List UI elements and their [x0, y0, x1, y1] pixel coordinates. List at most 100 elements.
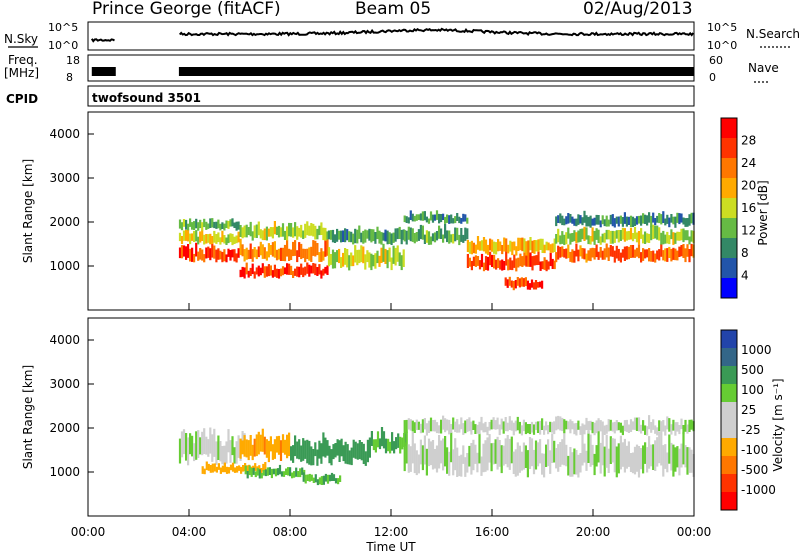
- power-cell: [241, 266, 244, 277]
- power-cell: [421, 225, 424, 240]
- velocity-cell: [264, 462, 267, 471]
- power-cell: [646, 249, 649, 258]
- velocity-cell: [613, 438, 616, 473]
- velocity-cell: [281, 434, 285, 453]
- power-cell: [378, 255, 381, 267]
- velocity-cell: [440, 419, 443, 434]
- power-cell: [601, 215, 604, 225]
- velocity-cell: [490, 443, 493, 472]
- velocity-cell: [549, 421, 552, 433]
- power-cell: [296, 250, 299, 263]
- power-cell: [654, 225, 657, 239]
- velocity-cell: [494, 439, 497, 464]
- nsearch-tick-top: 10^5: [707, 21, 737, 34]
- power-cell: [249, 221, 252, 237]
- power-cell: [352, 233, 355, 245]
- power-cell: [229, 233, 232, 243]
- velocity-cell: [324, 437, 327, 458]
- power-cell: [237, 221, 240, 230]
- power-cell: [360, 232, 363, 243]
- power-cell: [676, 250, 679, 261]
- power-cell: [650, 251, 653, 262]
- power-cell: [259, 267, 262, 276]
- y-tick-label: 1000: [49, 259, 80, 273]
- power-cell: [672, 232, 675, 245]
- power-cell: [508, 276, 511, 286]
- power-cell: [497, 239, 500, 252]
- power-cell: [207, 223, 210, 229]
- power-cell: [333, 234, 337, 243]
- velocity-cell: [334, 443, 337, 458]
- power-cell: [267, 228, 270, 237]
- velocity-cell: [555, 448, 558, 469]
- power-cell: [298, 242, 301, 257]
- power-cell: [298, 227, 301, 237]
- power-cell: [617, 230, 620, 243]
- power-cell: [394, 247, 397, 266]
- power-cell: [182, 230, 186, 241]
- power-cell: [567, 227, 570, 239]
- power-cell: [476, 256, 480, 266]
- velocity-cell: [512, 451, 515, 474]
- velocity-cell: [623, 420, 626, 432]
- velocity-cell: [597, 430, 600, 463]
- power-cell: [197, 251, 200, 261]
- velocity-cell: [609, 436, 612, 464]
- x-tick-label: 00:00: [71, 525, 106, 539]
- power-cell: [195, 230, 198, 242]
- power-cell: [678, 213, 681, 225]
- power-cell: [329, 254, 333, 265]
- velocity-cell: [253, 438, 256, 457]
- power-cell: [376, 226, 379, 240]
- power-cell: [524, 277, 527, 287]
- power-cell: [221, 222, 224, 229]
- velocity-cell: [601, 433, 604, 466]
- velocity-colorbar-segment: [721, 456, 737, 474]
- velocity-cell: [482, 443, 485, 473]
- power-cell: [654, 218, 657, 226]
- power-cell: [243, 267, 246, 279]
- velocity-cell: [621, 425, 624, 436]
- power-cell: [197, 236, 200, 245]
- power-cell: [470, 260, 473, 271]
- power-cell: [635, 216, 639, 225]
- velocity-cell: [346, 444, 349, 465]
- power-colorbar-segment: [721, 138, 737, 158]
- power-cell: [646, 233, 649, 243]
- velocity-cell: [312, 449, 315, 466]
- velocity-cell: [254, 463, 257, 471]
- velocity-cell: [466, 419, 469, 432]
- power-cell: [567, 244, 570, 259]
- power-cell: [300, 243, 303, 260]
- velocity-cell: [233, 447, 236, 464]
- power-cell: [666, 214, 669, 224]
- velocity-cell: [217, 463, 220, 470]
- power-cell: [482, 237, 486, 252]
- power-cell: [390, 257, 393, 271]
- power-cell: [185, 246, 188, 260]
- power-cell: [537, 239, 540, 252]
- power-cell: [549, 252, 552, 267]
- power-cell: [561, 215, 564, 226]
- velocity-cell: [526, 424, 529, 434]
- velocity-cell: [280, 471, 284, 477]
- power-cell: [537, 251, 540, 265]
- power-cell: [185, 229, 188, 241]
- power-cell: [223, 249, 226, 262]
- power-cell: [625, 231, 628, 241]
- power-cell: [557, 215, 560, 223]
- velocity-cell: [419, 423, 422, 434]
- velocity-cell: [539, 439, 542, 464]
- power-cell: [292, 241, 295, 257]
- velocity-cell: [419, 439, 422, 465]
- power-cell: [678, 246, 681, 257]
- power-cell: [310, 246, 313, 262]
- velocity-cell: [282, 471, 286, 477]
- velocity-cell: [607, 419, 610, 432]
- velocity-cell: [237, 435, 240, 458]
- power-cell: [662, 250, 665, 261]
- power-cell: [352, 255, 355, 267]
- velocity-cell: [370, 431, 373, 446]
- velocity-cell: [575, 423, 578, 436]
- power-cell: [644, 231, 647, 244]
